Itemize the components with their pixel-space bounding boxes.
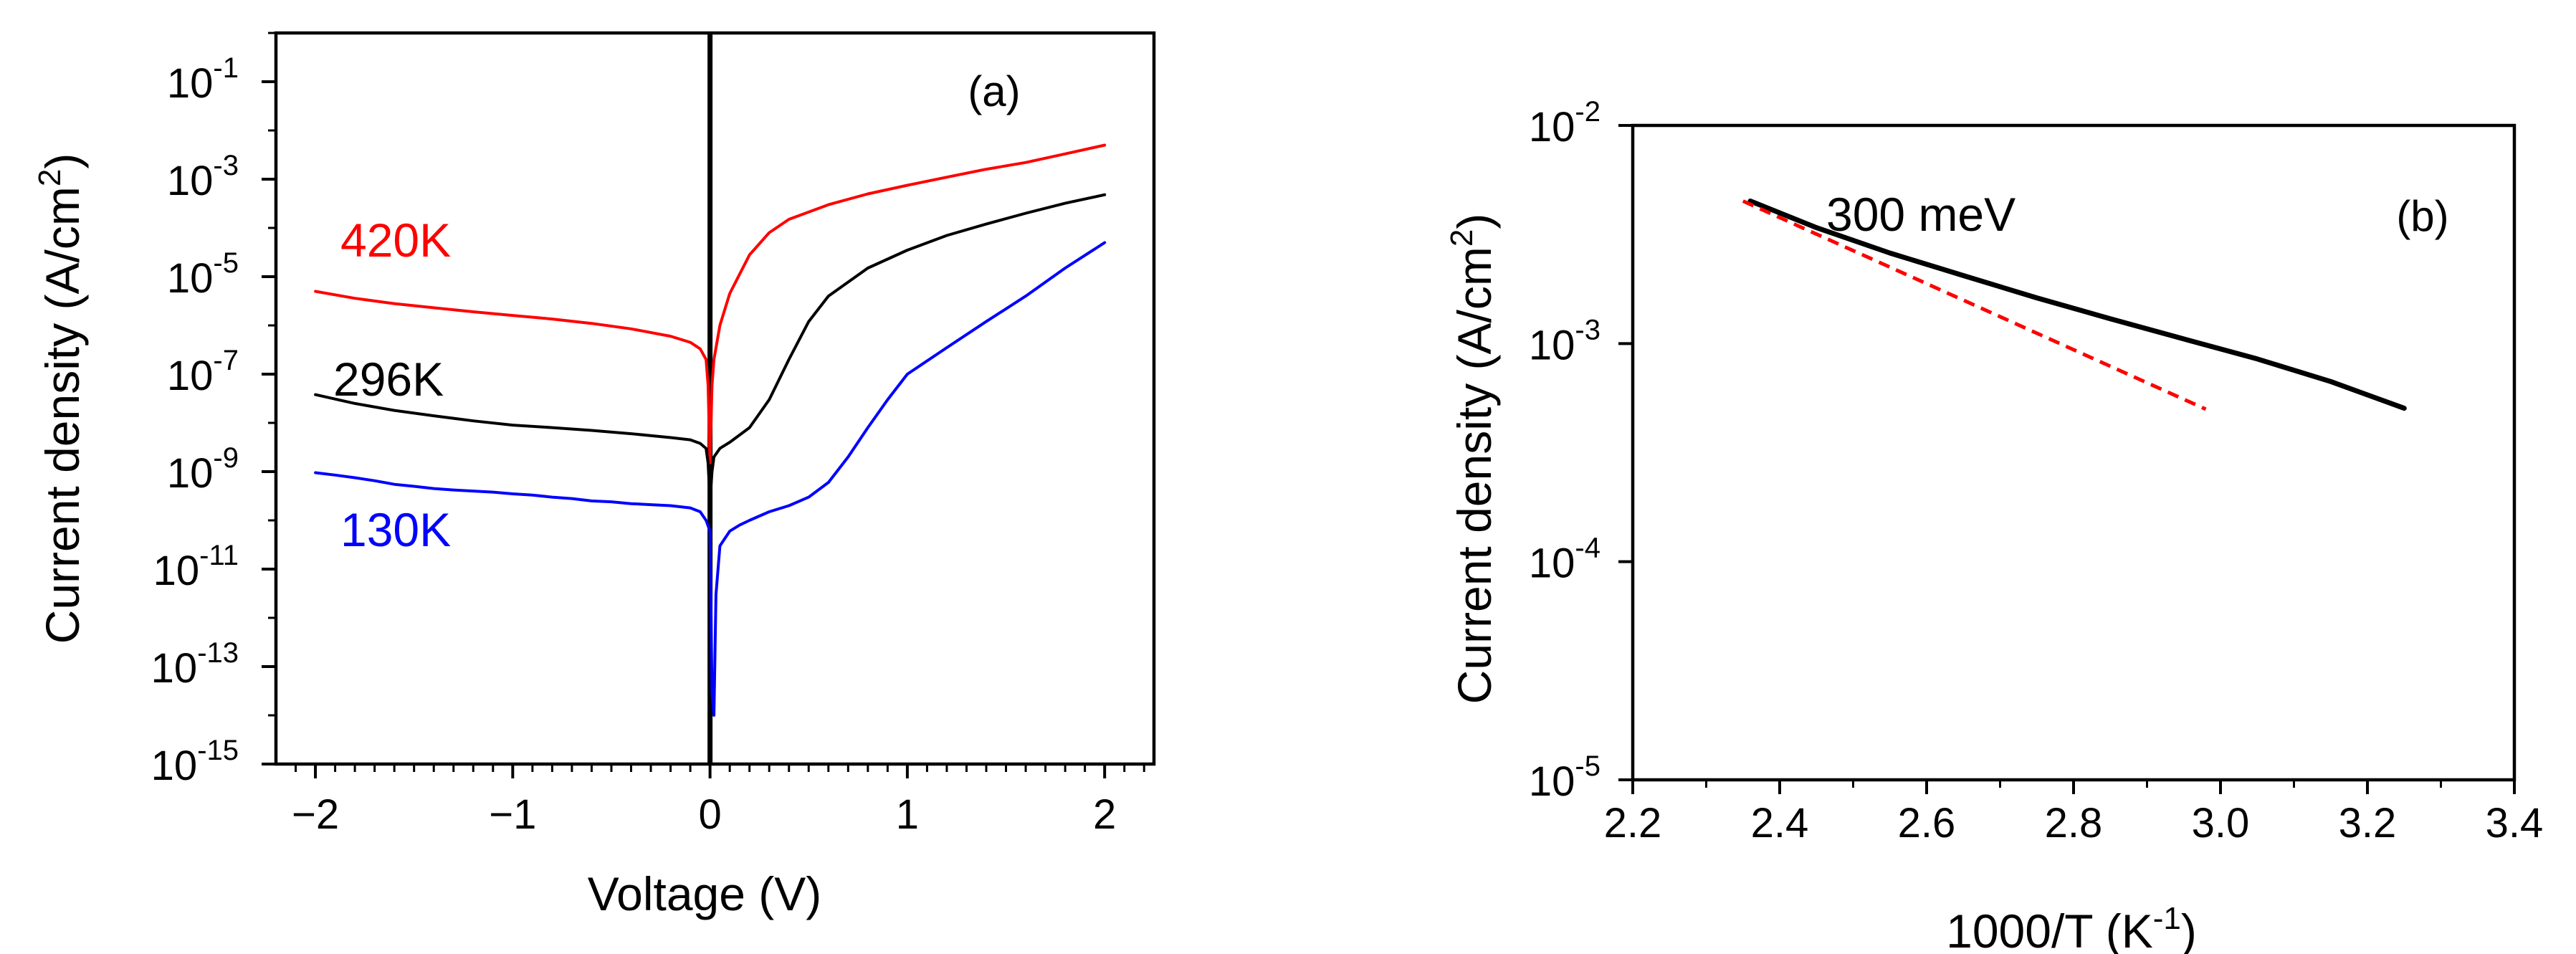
panel-b-x-tick-label: 3.0 — [2192, 800, 2250, 846]
panel-b-label: (b) — [2396, 192, 2448, 240]
panel-a-x-tick-label: −2 — [292, 791, 339, 838]
panel-a-y-tick-label: 10-9 — [167, 442, 239, 497]
panel-a-y-tick-label: 10-1 — [167, 52, 239, 107]
panel-a-frame — [274, 31, 1156, 766]
panel-a-y-tick-base: 10 — [167, 158, 214, 204]
annotation-130k: 130K — [340, 503, 451, 556]
panel-b-y-tick-base: 10 — [1529, 758, 1575, 805]
panel-a-y-tick-base: 10 — [151, 743, 198, 789]
panel-a-x-tick-label: 0 — [698, 791, 721, 838]
panel-a-x-tick-label: 2 — [1093, 791, 1116, 838]
panel-a-y-tick-label: 10-5 — [167, 247, 239, 302]
panel-a-y-tick-exponent: -9 — [213, 442, 239, 474]
panel-b-frame — [1631, 123, 2517, 782]
panel-a-ticks — [262, 32, 1145, 778]
panel-b-ticks — [1618, 124, 2516, 794]
panel-b-y-tick-exponent: -4 — [1575, 533, 1601, 564]
panel-b-y-tick-label: 10-5 — [1529, 750, 1601, 805]
panel-b-y-tick-base: 10 — [1529, 322, 1575, 368]
panel-b-y-axis-label: Current density (A/cm2) — [1444, 214, 1501, 705]
panel-a-y-axis-label: Current density (A/cm2) — [32, 153, 89, 644]
panel-b-y-tick-base: 10 — [1529, 540, 1575, 587]
panel-b-series — [1742, 199, 2407, 411]
panel-a-y-tick-base: 10 — [167, 353, 214, 399]
panel-a-y-tick-base: 10 — [167, 255, 214, 302]
panel-b-x-tick-label: 3.4 — [2486, 800, 2544, 846]
panel-b-x-tick-labels: 2.2 2.4 2.6 2.8 3.0 3.2 3.4 — [1604, 800, 2544, 846]
panel-a-chart: −2 −1 0 1 2 10-110-310-510-710-910-1110-1310… — [32, 31, 1156, 920]
panel-b-y-tick-label: 10-3 — [1529, 314, 1601, 368]
panel-a-y-tick-label: 10-13 — [151, 637, 239, 692]
panel-b-x-tick-label: 2.4 — [1751, 800, 1809, 846]
panel-a-y-tick-base: 10 — [153, 548, 200, 594]
panel-b-y-tick-label: 10-2 — [1529, 96, 1601, 151]
panel-a-x-tick-labels: −2 −1 0 1 2 — [292, 791, 1116, 838]
panel-a-y-tick-label: 10-11 — [153, 540, 239, 594]
panel-a-x-tick-label: 1 — [896, 791, 919, 838]
panel-a-label: (a) — [968, 67, 1020, 115]
annotation-420k: 420K — [340, 214, 451, 267]
panel-a-y-tick-exponent: -7 — [213, 345, 239, 376]
annotation-300mev: 300 meV — [1826, 188, 2016, 241]
panel-b-y-tick-label: 10-4 — [1529, 533, 1601, 587]
panel-a-y-tick-label: 10-3 — [167, 150, 239, 204]
panel-b-x-tick-label: 2.8 — [2045, 800, 2103, 846]
panel-a-y-tick-exponent: -13 — [197, 637, 239, 669]
panel-a-y-tick-base: 10 — [151, 645, 198, 692]
annotation-296k: 296K — [333, 353, 444, 406]
panel-b-y-tick-exponent: -3 — [1575, 314, 1601, 345]
panel-b-x-tick-label: 2.6 — [1898, 800, 1956, 846]
panel-b-x-axis-label: 1000/T (K-1) — [1946, 901, 2197, 954]
panel-a-y-tick-exponent: -1 — [213, 52, 239, 84]
panel-a-series — [314, 143, 1107, 717]
panel-b-chart: 2.2 2.4 2.6 2.8 3.0 3.2 3.4 10-210-310-410-5 (… — [1444, 96, 2543, 954]
panel-a-y-tick-base: 10 — [167, 450, 214, 497]
series-line-measured — [1747, 199, 2407, 411]
panel-b-x-tick-label: 2.2 — [1604, 800, 1662, 846]
series-line-296k — [314, 193, 1107, 502]
panel-a-y-tick-exponent: -3 — [213, 150, 239, 181]
panel-a-y-tick-exponent: -15 — [197, 735, 239, 766]
panel-b-y-tick-labels: 10-210-310-410-5 — [1529, 96, 1601, 805]
panel-a-y-tick-label: 10-15 — [151, 735, 239, 789]
panel-b-y-tick-exponent: -5 — [1575, 750, 1601, 782]
panel-a-y-tick-base: 10 — [167, 60, 214, 107]
series-line-130k — [314, 241, 1107, 717]
panel-a-y-tick-label: 10-7 — [167, 345, 239, 399]
panel-a-y-tick-exponent: -11 — [199, 540, 239, 571]
series-line-arrhenius-fit — [1742, 199, 2207, 411]
panel-a-x-tick-label: −1 — [489, 791, 536, 838]
panel-a-x-axis-label: Voltage (V) — [588, 867, 822, 920]
panel-b-x-tick-label: 3.2 — [2339, 800, 2397, 846]
panel-b-y-tick-exponent: -2 — [1575, 96, 1601, 128]
panel-b-y-tick-base: 10 — [1529, 104, 1575, 151]
series-line-420k — [314, 143, 1107, 464]
panel-a-y-tick-exponent: -5 — [213, 247, 239, 279]
